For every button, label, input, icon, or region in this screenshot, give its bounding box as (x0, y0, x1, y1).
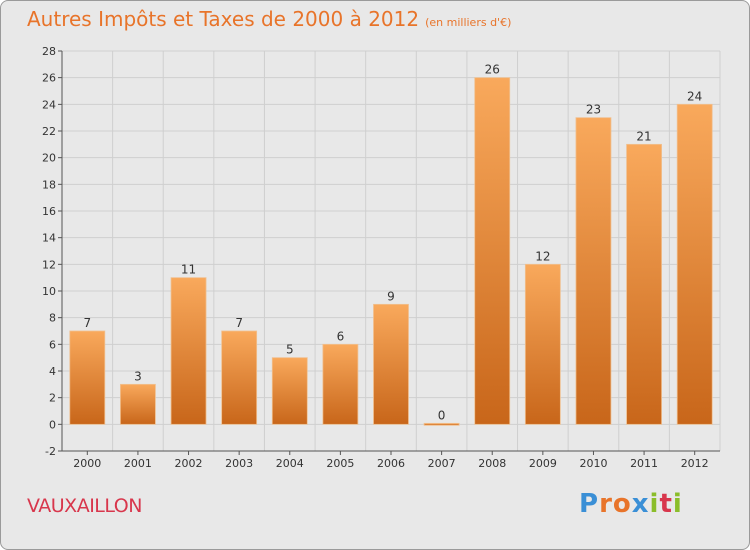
x-tick-label: 2009 (529, 457, 557, 470)
proxiti-logo: Proxiti (579, 489, 683, 519)
logo-letter: t (659, 489, 673, 519)
x-tick-label: 2003 (225, 457, 253, 470)
x-tick-label: 2012 (681, 457, 709, 470)
bar (322, 343, 359, 425)
data-label: 21 (636, 129, 651, 143)
logo-letter: o (612, 489, 632, 519)
bar (221, 330, 258, 425)
y-tick-label: 0 (49, 418, 56, 431)
data-label: 0 (438, 408, 446, 422)
data-label: 12 (535, 249, 550, 263)
chart-subtitle: (en milliers d'€) (425, 16, 512, 29)
bar (626, 143, 662, 425)
bar (524, 263, 561, 425)
x-tick-label: 2004 (276, 457, 304, 470)
y-tick-label: 20 (42, 152, 56, 165)
x-tick-label: 2008 (478, 457, 506, 470)
data-label: 7 (83, 316, 91, 330)
logo-letter: x (631, 489, 650, 519)
data-label: 3 (134, 369, 142, 383)
bar (69, 330, 106, 425)
x-tick-label: 2011 (630, 457, 658, 470)
y-tick-label: 8 (49, 312, 56, 325)
y-tick-label: 26 (42, 72, 56, 85)
chart-title-text: Autres Impôts et Taxes de 2000 à 2012 (27, 7, 420, 31)
bar (676, 103, 713, 425)
data-label: 7 (235, 316, 243, 330)
bar (474, 77, 511, 425)
bar (170, 277, 207, 425)
data-label: 11 (181, 263, 196, 277)
y-tick-label: 12 (42, 258, 56, 271)
data-label: 26 (485, 63, 500, 77)
y-tick-label: 2 (49, 392, 56, 405)
data-label: 23 (586, 103, 601, 117)
bar (423, 422, 460, 426)
x-tick-label: 2000 (73, 457, 101, 470)
x-tick-label: 2007 (428, 457, 456, 470)
logo-letter: i (649, 489, 660, 519)
y-tick-label: 6 (49, 338, 56, 351)
y-tick-label: 28 (42, 45, 56, 58)
x-tick-label: 2001 (124, 457, 152, 470)
chart-title: Autres Impôts et Taxes de 2000 à 2012 (en… (27, 7, 511, 31)
y-tick-label: -2 (45, 445, 56, 458)
y-tick-label: 16 (42, 205, 56, 218)
x-tick-label: 2006 (377, 457, 405, 470)
logo-letter: i (672, 489, 683, 519)
data-labels: 7 3 11 7 5 6 9 0 26 12 23 21 24 (83, 63, 702, 423)
y-tick-label: 10 (42, 285, 56, 298)
logo-letter: P (579, 489, 600, 519)
y-tick-label: 22 (42, 125, 56, 138)
logo-letter: r (599, 489, 613, 519)
x-tick-label: 2002 (175, 457, 203, 470)
bars (69, 77, 713, 426)
data-label: 6 (337, 329, 345, 343)
x-tick-label: 2010 (579, 457, 607, 470)
y-tick-label: 24 (42, 98, 56, 111)
bar (373, 303, 409, 425)
data-label: 9 (387, 289, 395, 303)
y-tick-label: 4 (49, 365, 56, 378)
bar (120, 383, 156, 425)
y-tick-label: 18 (42, 178, 56, 191)
y-tick-label: 14 (42, 232, 56, 245)
bar (271, 357, 308, 425)
data-label: 24 (687, 89, 702, 103)
data-label: 5 (286, 343, 294, 357)
bar (575, 117, 612, 425)
x-tick-label: 2005 (326, 457, 354, 470)
commune-name: VAUXAILLON (27, 495, 142, 517)
